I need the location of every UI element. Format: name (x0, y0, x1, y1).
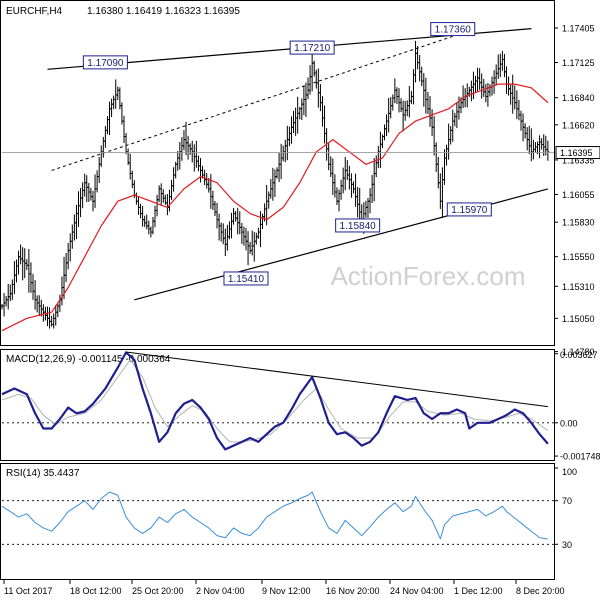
current-price-box (555, 146, 600, 160)
price-y-tick-label: 1.14780 (562, 347, 595, 357)
price-annotation-box (289, 40, 335, 55)
macd-y-tick-label: 0.003627 (560, 350, 598, 360)
watermark: ActionForex.com (330, 261, 525, 291)
price-annotation-label: 1.15970 (451, 205, 488, 216)
x-tick-label: 8 Dec 20:00 (516, 586, 565, 596)
x-tick-label: 25 Oct 20:00 (132, 586, 184, 596)
price-annotation-label: 1.17360 (435, 25, 472, 36)
rsi-y-tick-label: 30 (562, 540, 572, 550)
price-y-tick-label: 1.17125 (562, 58, 595, 68)
price-y-tick-label: 1.16840 (562, 93, 595, 103)
price-annotation-box (82, 55, 128, 70)
x-tick-label: 9 Nov 12:00 (262, 586, 311, 596)
price-panel-title: EURCHF,H4 (6, 6, 63, 17)
price-y-tick-label: 1.16620 (562, 120, 595, 130)
rsi-y-tick-label: 100 (562, 467, 577, 477)
x-tick-label: 24 Nov 04:00 (390, 586, 444, 596)
x-tick-label: 1 Dec 12:00 (454, 586, 503, 596)
price-annotation-box (335, 218, 381, 233)
macd-trendline (125, 351, 548, 408)
rsi-line (1, 491, 548, 540)
x-tick-label: 11 Oct 2017 (4, 586, 52, 596)
x-tick-label: 2 Nov 04:00 (196, 586, 245, 596)
price-y-tick-label: 1.15050 (562, 314, 595, 324)
price-y-tick-label: 1.17405 (562, 24, 595, 34)
price-annotation-label: 1.15410 (228, 274, 265, 285)
rsi-y-tick-label: 70 (562, 496, 572, 506)
price-annotation-label: 1.15840 (340, 221, 377, 232)
macd-panel-title: MACD(12,26,9) -0.001145 -0.000364 (6, 354, 171, 365)
price-annotation-box (446, 202, 492, 217)
price-annotation-box (223, 271, 269, 286)
macd-line (1, 351, 549, 451)
price-y-tick-label: 1.15310 (562, 282, 595, 292)
price-annotation-label: 1.17210 (294, 43, 331, 54)
x-tick-label: 16 Nov 20:00 (326, 586, 380, 596)
rsi-panel-title: RSI(14) 35.4437 (6, 468, 80, 479)
macd-panel-frame (0, 349, 555, 461)
macd-y-tick-label: 0.00 (560, 418, 578, 428)
price-annotation-box (430, 22, 476, 37)
price-y-tick-label: 1.16335 (562, 155, 595, 165)
price-panel-frame (0, 0, 555, 346)
price-annotation-label: 1.17090 (87, 58, 124, 69)
current-price-label: 1.16395 (560, 148, 593, 158)
rsi-panel-frame (0, 463, 555, 580)
price-y-tick-label: 1.15550 (562, 252, 595, 262)
price-panel-ohlc: 1.16380 1.16419 1.16323 1.16395 (87, 6, 240, 17)
x-tick-label: 18 Oct 12:00 (70, 586, 122, 596)
price-y-tick-label: 1.16055 (562, 190, 595, 200)
moving-average-line (1, 83, 549, 332)
macd-y-tick-label: -0.001748 (560, 452, 600, 462)
price-y-tick-label: 1.15830 (562, 218, 595, 228)
